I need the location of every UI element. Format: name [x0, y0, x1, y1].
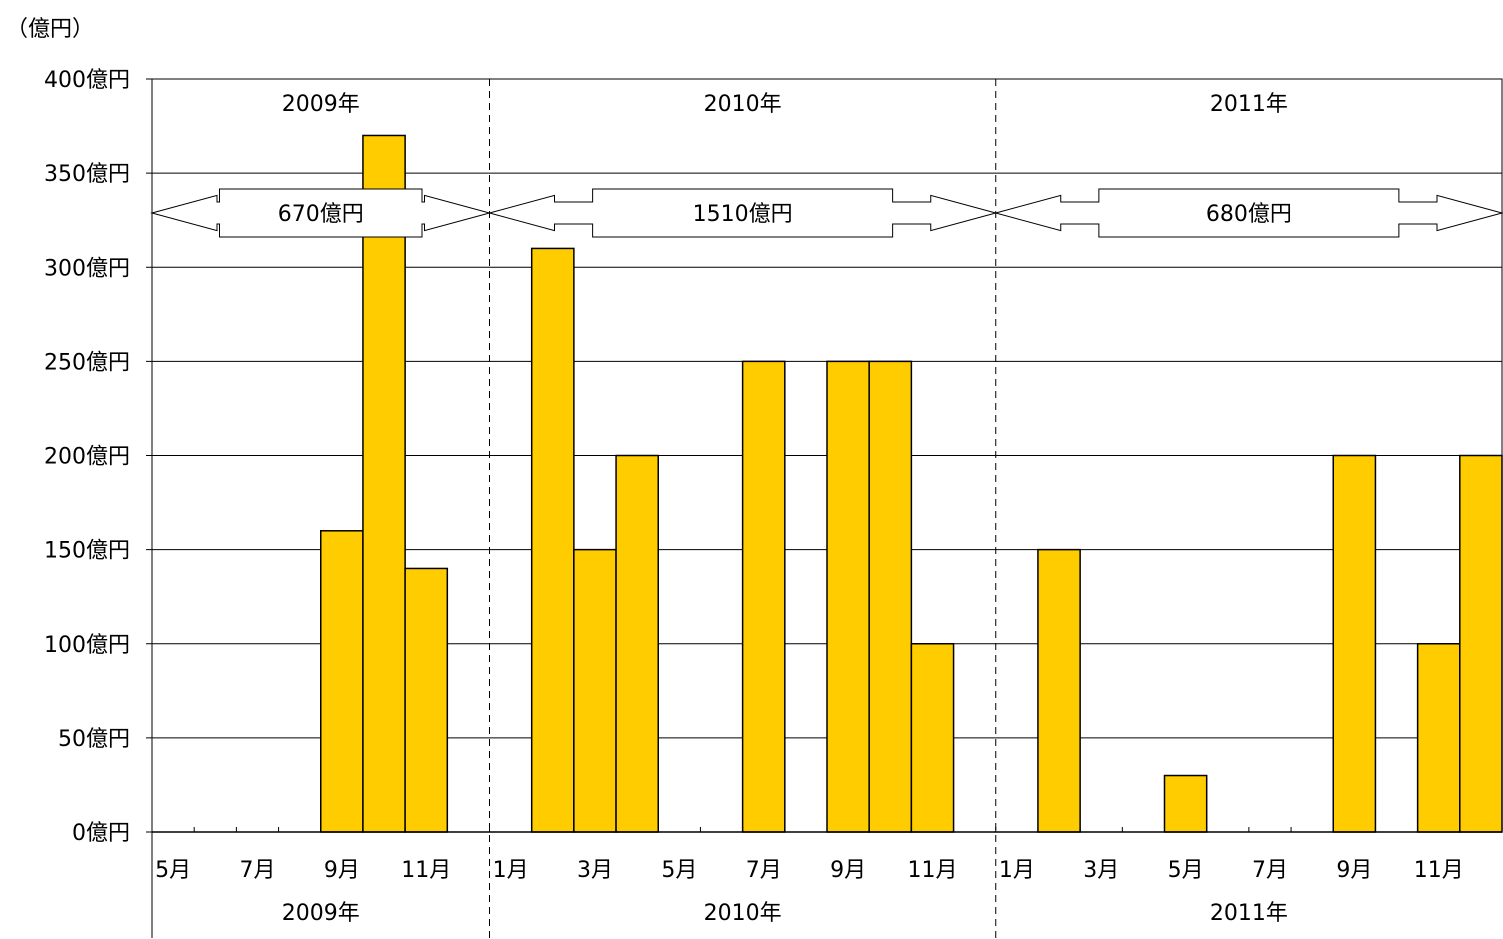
year-label-bottom: 2010年 — [704, 901, 782, 926]
axes — [146, 78, 1503, 938]
year-total-arrow — [993, 188, 1503, 238]
bar — [910, 643, 955, 833]
y-tick-label: 100億円 — [44, 633, 130, 658]
x-tick-label: 5月 — [1168, 858, 1204, 883]
year-label-top: 2011年 — [1210, 92, 1288, 117]
bar — [826, 360, 870, 833]
bar — [1037, 548, 1081, 833]
x-tick-label: 9月 — [830, 858, 866, 883]
y-tick-labels: 0億円 50億円 100億円 150億円 200億円 250億円 300億円 350億円 400… — [44, 68, 130, 846]
x-tick-label: 1月 — [493, 858, 529, 883]
x-tick-label: 3月 — [1083, 858, 1119, 883]
x-tick-label: 5月 — [155, 858, 191, 883]
year-total-label: 1510億円 — [693, 202, 793, 227]
year-total-label: 670億円 — [278, 202, 364, 227]
year-label-bottom: 2009年 — [282, 901, 360, 926]
x-tick-label: 7月 — [1252, 858, 1288, 883]
bar — [362, 134, 406, 833]
x-tick-label: 9月 — [1336, 858, 1372, 883]
x-tick-label: 11月 — [907, 858, 957, 883]
x-tick-label: 9月 — [324, 858, 360, 883]
bar — [320, 530, 364, 833]
y-tick-label: 300億円 — [44, 256, 130, 281]
year-labels: 2009年 2009年 2010年 2010年 2011年 2011年 — [282, 92, 1288, 926]
y-tick-label: 50億円 — [58, 727, 130, 752]
x-tick-label: 11月 — [1414, 858, 1464, 883]
x-tick-label: 11月 — [401, 858, 451, 883]
bar — [741, 360, 786, 833]
y-tick-label: 150億円 — [44, 539, 130, 564]
bar — [1163, 774, 1208, 833]
bar — [404, 567, 449, 833]
y-tick-label: 0億円 — [72, 821, 130, 846]
year-label-bottom: 2011年 — [1210, 901, 1288, 926]
year-label-top: 2009年 — [282, 92, 360, 117]
bar — [1459, 454, 1503, 833]
bar — [1416, 643, 1461, 833]
x-tick-label: 3月 — [577, 858, 613, 883]
y-tick-label: 350億円 — [44, 162, 130, 187]
bar — [573, 548, 617, 833]
x-tick-labels: 5月 7月 9月 11月 1月 3月 5月 7月 9月 11月 1月 3月 5月 7月 9月 11月 — [155, 858, 1464, 883]
bar — [1332, 454, 1377, 833]
bar — [530, 247, 575, 833]
y-tick-label: 200億円 — [44, 445, 130, 470]
x-tick-label: 1月 — [999, 858, 1035, 883]
year-label-top: 2010年 — [704, 92, 782, 117]
x-tick-label: 7月 — [746, 858, 782, 883]
x-tick-label: 5月 — [661, 858, 697, 883]
bar — [615, 454, 659, 833]
year-total-label: 680億円 — [1206, 202, 1292, 227]
bars — [320, 134, 1503, 833]
y-tick-label: 250億円 — [44, 350, 130, 375]
y-axis-unit-label: （億円） — [6, 17, 94, 42]
x-tick-label: 7月 — [239, 858, 275, 883]
y-tick-label: 400億円 — [44, 68, 130, 93]
bar — [868, 360, 913, 833]
year-total-arrows: 670億円 1510億円 680億円 — [150, 188, 1503, 238]
